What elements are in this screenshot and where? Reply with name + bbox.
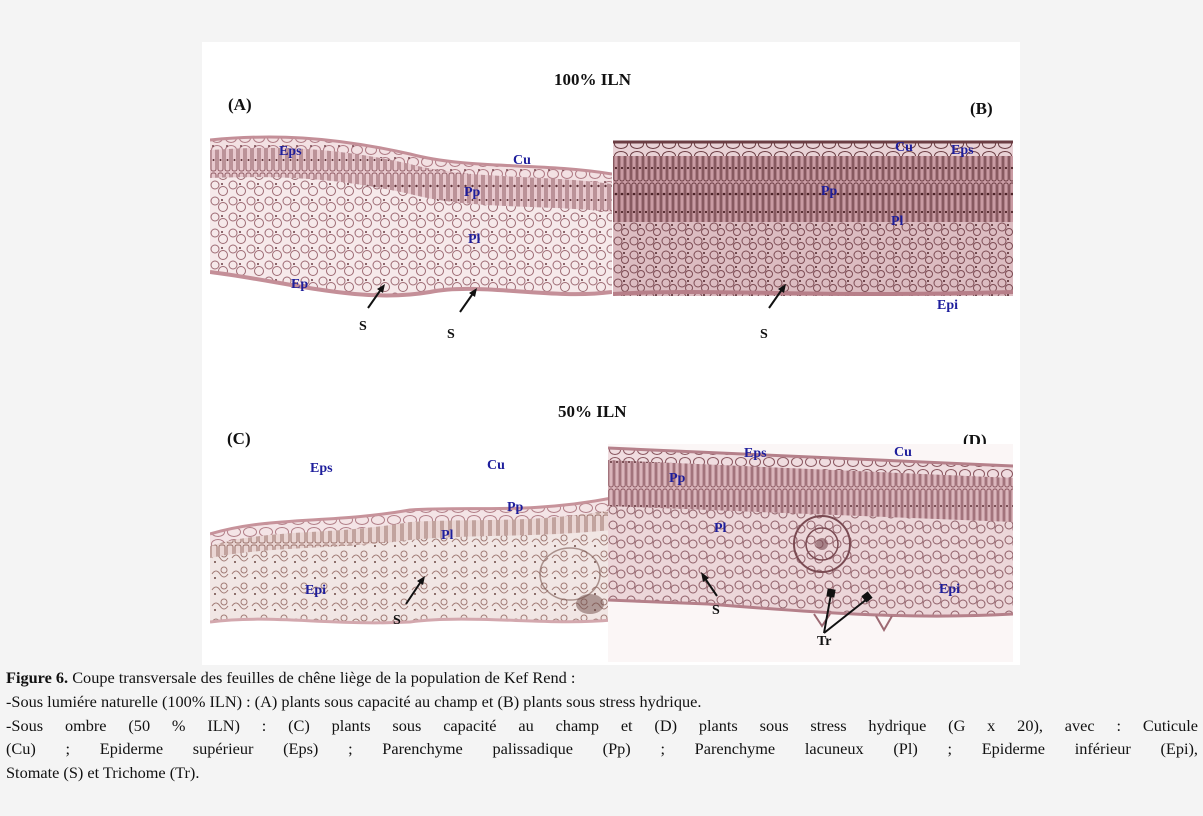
arrow-b-s (768, 284, 786, 309)
figure-panel: 100% ILN 50% ILN (A) (202, 42, 1020, 665)
label-d-pp: Pp (669, 471, 686, 486)
micrograph-c (210, 454, 612, 662)
panel-c-letter: (C) (227, 429, 251, 448)
caption-line-4: (Cu) ; Epiderme supérieur (Eps) ; Parenc… (6, 739, 1198, 759)
panel-b-letter: (B) (970, 99, 993, 118)
label-b-cu: Cu (895, 140, 913, 155)
label-a-cu: Cu (513, 153, 531, 168)
label-a-ep: Ep (291, 277, 309, 292)
arrow-c-s (405, 576, 425, 605)
arrow-a-s1 (367, 284, 385, 309)
label-b-s: S (760, 327, 768, 342)
caption-title: Coupe transversale des feuilles de chêne… (72, 668, 576, 687)
caption-line-2: -Sous lumiére naturelle (100% ILN) : (A)… (6, 691, 702, 711)
label-d-tr: Tr (817, 634, 832, 649)
figure-caption: Figure 6. Coupe transversale des feuille… (6, 666, 1198, 785)
label-b-pl: Pl (891, 214, 904, 229)
panel-a-letter: (A) (228, 95, 252, 114)
label-a-s2: S (447, 327, 455, 342)
label-d-cu: Cu (894, 445, 912, 460)
caption-figure-label: Figure 6. (6, 668, 69, 687)
micrograph-a (210, 132, 612, 342)
micrograph-d (608, 444, 1013, 662)
label-b-eps: Eps (951, 143, 974, 158)
caption-line-3: -Sous ombre (50 % ILN) : (C) plants sous… (6, 715, 1198, 735)
label-c-pl: Pl (441, 528, 454, 543)
label-c-s: S (393, 613, 401, 628)
label-c-epi: Epi (305, 583, 327, 598)
micrograph-c-image (210, 496, 612, 625)
arrow-d-s (701, 572, 718, 597)
label-d-epi: Epi (939, 582, 961, 597)
arrows-d-tr (823, 588, 873, 634)
label-b-epi: Epi (937, 298, 959, 313)
label-d-s: S (712, 603, 720, 618)
micrograph-d-image (608, 444, 1013, 662)
micrograph-a-image (210, 135, 612, 298)
label-a-eps: Eps (279, 144, 302, 159)
label-a-s1: S (359, 319, 367, 334)
label-a-pp: Pp (464, 185, 481, 200)
figure-title-100-iln: 100% ILN (554, 70, 631, 89)
label-d-pl: Pl (714, 521, 727, 536)
label-a-pl: Pl (468, 232, 481, 247)
label-c-cu: Cu (487, 458, 505, 473)
caption-line-5: Stomate (S) et Trichome (Tr). (6, 763, 200, 783)
label-c-pp: Pp (507, 500, 524, 515)
label-d-eps: Eps (744, 446, 767, 461)
micrograph-b-image (613, 140, 1013, 304)
caption-line-1: Figure 6. Coupe transversale des feuille… (6, 666, 1198, 690)
arrow-a-s2 (459, 288, 477, 313)
figure-title-50-iln: 50% ILN (558, 402, 627, 421)
label-b-pp: Pp (821, 184, 838, 199)
label-c-eps: Eps (310, 461, 333, 476)
micrograph-b (613, 138, 1013, 304)
